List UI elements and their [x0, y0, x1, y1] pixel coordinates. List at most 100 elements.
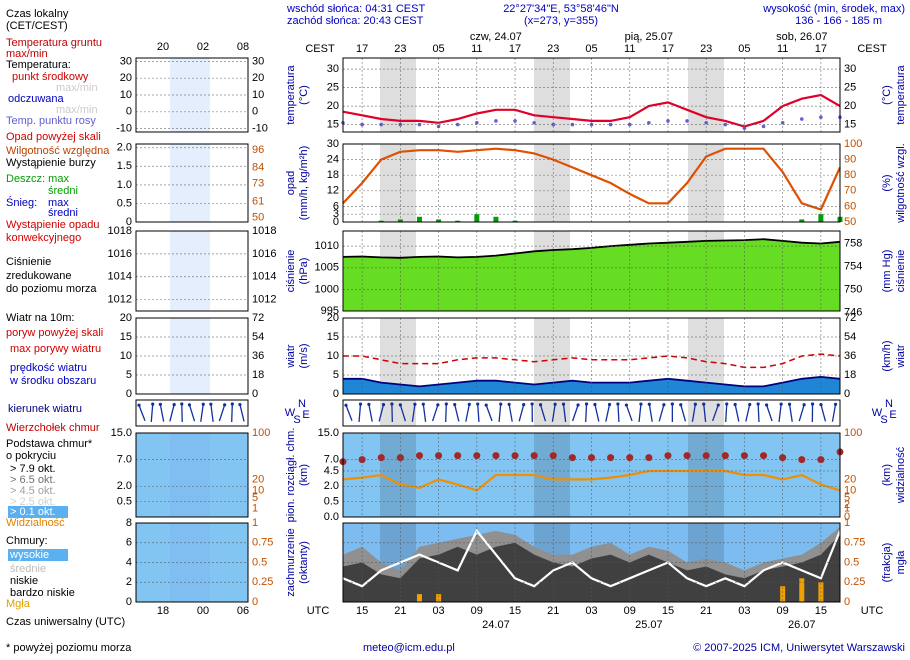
utc-zone: UTC: [307, 605, 330, 617]
wind-arrow-head: [530, 402, 534, 406]
mini-band: [170, 433, 210, 517]
mini-x-tick: 02: [197, 41, 209, 53]
wind-arrow-head: [647, 402, 651, 406]
y-tick-label: 0.75: [844, 537, 865, 549]
y-tick-label: 36: [252, 350, 264, 362]
date-label: 26.07: [788, 619, 816, 631]
wind-arrow-head: [413, 402, 417, 406]
wind-arrow: [551, 404, 556, 422]
mini-frame: [135, 399, 249, 427]
y-axis-label: zachmurzenie: [285, 528, 297, 596]
y-tick-label: 0.5: [252, 556, 267, 568]
y-tick-label: -10: [252, 123, 268, 135]
y-tick-label: 1: [252, 503, 258, 515]
y-axis-label: opad: [285, 171, 297, 195]
series-dot: [761, 124, 766, 129]
y-tick-label: 6: [333, 200, 339, 212]
series-dot: [607, 454, 615, 462]
y-tick-label: 20: [327, 100, 339, 112]
y-axis-label: (km): [298, 464, 310, 486]
wind-arrow: [169, 404, 175, 422]
x-tick-label: 15: [509, 605, 521, 617]
legend-label: zredukowane: [6, 270, 71, 282]
legend-label: o pokryciu: [6, 450, 56, 462]
wind-arrow-head: [522, 403, 526, 407]
wind-arrow: [798, 404, 805, 422]
wind-arrow: [454, 404, 460, 422]
y-tick-label: 1: [844, 517, 850, 529]
wind-arrow-head: [421, 402, 425, 406]
wind-arrow: [638, 404, 642, 422]
legend-label: > 7.9 okt.: [10, 463, 56, 475]
wind-arrow: [765, 404, 773, 422]
y-axis-label: (°C): [298, 85, 310, 105]
y-axis-label: pion. rozciągł. chm.: [285, 428, 297, 523]
wind-arrow-head: [230, 402, 234, 406]
wind-arrow: [831, 404, 837, 422]
wind-arrow: [239, 404, 245, 422]
wind-arrow: [477, 404, 480, 422]
y-tick-label: 30: [844, 63, 856, 75]
wind-arrow: [605, 404, 611, 422]
y-tick-label: 6: [126, 537, 132, 549]
wind-arrow-head: [209, 402, 213, 406]
y-tick-label: 0.5: [117, 496, 132, 508]
legend-label: Śnieg:: [6, 196, 37, 209]
wind-arrow-head: [802, 403, 806, 407]
y-tick-label: 0: [844, 596, 850, 608]
series-dot: [494, 119, 498, 123]
mini-x-tick: 00: [197, 605, 209, 617]
wind-arrow-head: [390, 402, 394, 406]
y-tick-label: 0: [333, 216, 339, 228]
wind-arrow-head: [187, 403, 192, 407]
wind-arrow-head: [833, 402, 838, 406]
series-dot: [530, 452, 538, 460]
email[interactable]: meteo@icm.edu.pl: [363, 642, 455, 654]
y-tick-label: 2.0: [117, 142, 132, 154]
legend-label: niskie: [10, 575, 38, 587]
coordinates: 22°27'34"E, 53°58'46"N: [503, 3, 619, 15]
legend-label: > 0.1 okt.: [10, 506, 56, 518]
wind-arrow: [820, 404, 827, 422]
wind-arrow: [188, 404, 196, 422]
y2-axis-label: (km/h): [881, 340, 893, 371]
wind-arrow: [691, 404, 696, 422]
x-tick-label: 23: [547, 43, 559, 55]
wind-arrow: [594, 404, 600, 422]
y-tick-label: 25: [844, 82, 856, 94]
y-tick-label: 72: [252, 312, 264, 324]
wind-arrow-head: [507, 402, 511, 406]
panel-frame: [342, 230, 841, 312]
wind-arrow: [585, 403, 588, 423]
y-tick-label: 0.5: [324, 496, 339, 508]
grid-point: (x=273, y=355): [524, 15, 598, 27]
night-band: [534, 433, 570, 517]
series-bar: [493, 216, 499, 222]
mini-background: [136, 144, 248, 222]
y-tick-label: 0: [126, 596, 132, 608]
wind-arrow: [725, 403, 728, 423]
y2-axis-label: mgła: [895, 550, 907, 575]
legend-label: Temperatura:: [6, 59, 71, 71]
y-tick-label: 1012: [252, 293, 276, 305]
y-tick-label: 0: [844, 511, 850, 523]
local-zone: CEST: [305, 43, 335, 55]
y-tick-label: 0.25: [844, 576, 865, 588]
x-tick-label: 17: [509, 43, 521, 55]
night-band: [534, 144, 570, 222]
mini-background: [136, 433, 248, 517]
wind-arrow-head: [238, 402, 242, 407]
wind-arrow-head: [765, 403, 769, 407]
wind-arrow: [539, 404, 547, 422]
series-dot: [454, 452, 462, 460]
x-tick-label: 23: [700, 43, 712, 55]
wind-arrow-head: [624, 403, 629, 407]
y-tick-label: 2: [126, 576, 132, 588]
date-label: sob, 26.07: [776, 31, 827, 43]
y-tick-label: 1.5: [117, 160, 132, 172]
legend-label: Czas uniwersalny (UTC): [6, 616, 125, 628]
wind-arrow-head: [358, 402, 363, 406]
y-tick-label: 72: [844, 312, 856, 324]
wind-arrow-head: [639, 402, 643, 406]
y-tick-label: 995: [321, 305, 339, 317]
